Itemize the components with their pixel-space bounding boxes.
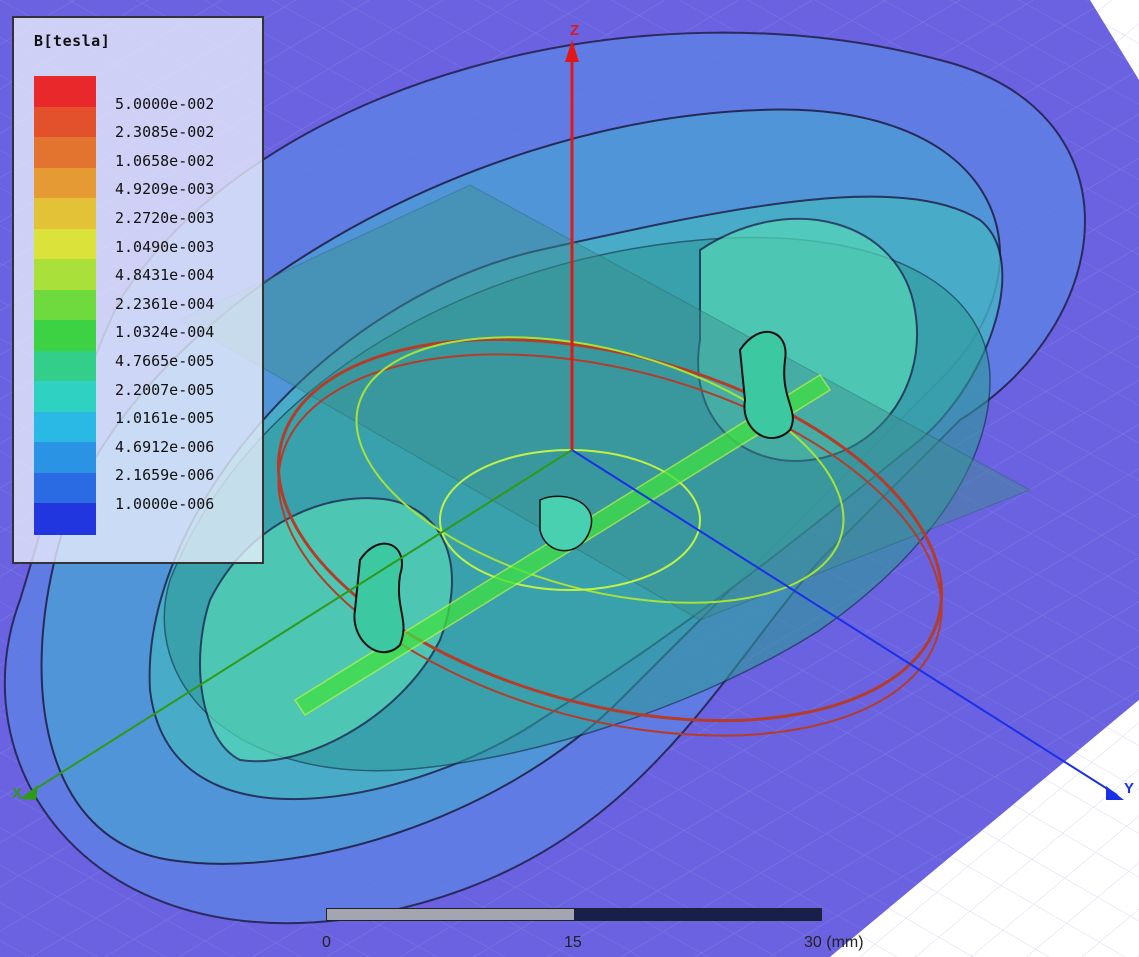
legend-value: 1.0658e-002: [115, 151, 215, 170]
legend-value: 2.1659e-006: [115, 466, 215, 485]
legend-value: 4.9209e-003: [115, 180, 215, 199]
legend-swatch: [34, 381, 96, 413]
y-axis-line: [571, 449, 1118, 796]
legend-title: B[tesla]: [34, 32, 111, 50]
legend-value: 4.6912e-006: [115, 437, 215, 456]
legend-swatch: [34, 289, 96, 322]
legend-value: 2.2361e-004: [115, 294, 215, 313]
scale-tick-30: 30 (mm): [804, 934, 864, 951]
legend-value: 1.0490e-003: [115, 237, 215, 256]
legend-value: 1.0161e-005: [115, 409, 215, 428]
x-axis-line: [25, 449, 573, 796]
legend-swatch: [34, 76, 96, 108]
legend-value: 2.2720e-003: [115, 209, 215, 227]
scale-bar-track: [326, 908, 822, 921]
legend-swatch: [34, 472, 96, 505]
legend-swatch: [34, 228, 96, 261]
legend-swatch: [34, 198, 96, 230]
legend-value: 1.0324e-004: [115, 323, 215, 342]
legend-swatch: [34, 350, 96, 383]
z-axis-arrowhead: [565, 40, 579, 62]
legend-value: 4.8431e-004: [115, 266, 215, 285]
legend-value: 5.0000e-002: [115, 94, 215, 113]
legend-swatch: [34, 137, 96, 169]
y-axis-arrowhead: [1106, 786, 1124, 800]
legend-swatch: [34, 167, 96, 200]
legend-value: 2.2007e-005: [115, 380, 215, 399]
pole-pieces: [353, 330, 794, 653]
legend-swatch: [34, 106, 96, 139]
coordinate-axes: [20, 40, 1124, 800]
x-axis-label: X: [12, 785, 23, 802]
coil-ring: [276, 336, 944, 737]
legend-value: 2.3085e-002: [115, 123, 215, 142]
scale-bar-light-segment: [327, 909, 574, 920]
x-axis-arrowhead: [20, 785, 38, 800]
legend-value: 1.0000e-006: [115, 495, 215, 513]
legend-value: 4.7665e-005: [115, 352, 215, 370]
field-legend: B[tesla] 5.0000e-002 2.3085e-002 1.0658e-0…: [12, 16, 264, 564]
scale-tick-0: 0: [322, 934, 331, 951]
y-axis-label: Y: [1124, 780, 1135, 797]
legend-swatch: [34, 503, 96, 535]
scale-tick-15: 15: [564, 934, 582, 951]
z-axis-label: Z: [570, 22, 580, 39]
top-plate: [178, 184, 1032, 621]
legend-swatch: [34, 259, 96, 291]
legend-swatch: [34, 442, 96, 474]
legend-swatch: [34, 411, 96, 444]
legend-swatch: [34, 320, 96, 352]
scale-bar: 0 15 30 (mm): [322, 908, 864, 951]
